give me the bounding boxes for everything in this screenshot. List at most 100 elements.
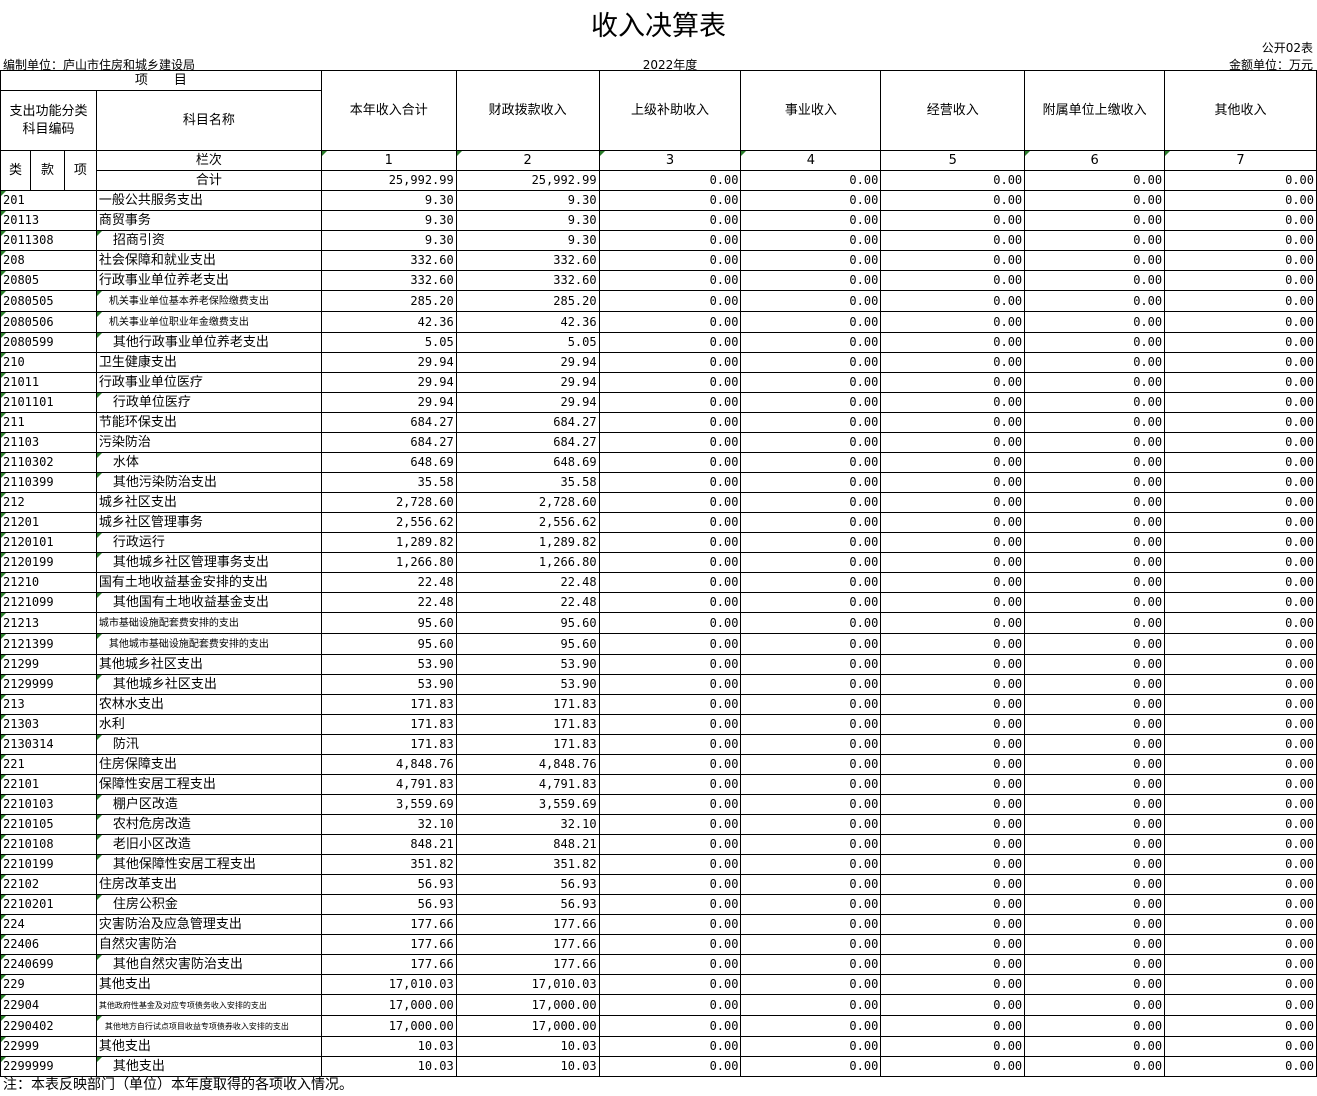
row-col-4: 0.00 (740, 492, 882, 513)
row-col-3: 0.00 (598, 874, 742, 895)
table-row: 2110302 水体 648.69 648.69 0.00 0.00 0.00 0.00 0.0… (0, 452, 1317, 473)
row-col-5: 0.00 (880, 894, 1026, 915)
table-row: 22999 其他支出 10.03 10.03 0.00 0.00 0.00 0.00 0.00 (0, 1036, 1317, 1057)
row-name-text: 一般公共服务支出 (98, 193, 203, 208)
row-name: 其他支出 (95, 974, 322, 995)
row-col-7: 0.00 (1164, 332, 1317, 353)
table-row: 20113 商贸事务 9.30 9.30 0.00 0.00 0.00 0.00 0.00 (0, 210, 1317, 231)
row-name: 其他城乡社区管理事务支出 (95, 552, 322, 573)
row-col-3: 0.00 (598, 754, 742, 775)
header-col-6: 附属单位上缴收入 (1024, 70, 1166, 151)
row-code: 20113 (0, 210, 97, 231)
row-col-7: 0.00 (1164, 734, 1317, 755)
row-col-4: 0.00 (740, 754, 882, 775)
row-col-4: 0.00 (740, 914, 882, 935)
row-col-7: 0.00 (1164, 492, 1317, 513)
row-col-7: 0.00 (1164, 432, 1317, 453)
row-name-text: 行政事业单位医疗 (98, 375, 203, 390)
row-name: 其他城市基础设施配套费安排的支出 (95, 633, 322, 655)
row-col-2: 3,559.69 (455, 794, 600, 815)
row-col-3: 0.00 (598, 230, 742, 251)
row-col-3: 0.00 (598, 714, 742, 735)
row-col-2: 17,000.00 (455, 994, 600, 1016)
row-col-1: 4,848.76 (320, 754, 457, 775)
table-row: 22101 保障性安居工程支出 4,791.83 4,791.83 0.00 0.00 0.… (0, 774, 1317, 795)
row-col-5: 0.00 (880, 592, 1026, 613)
table-row: 22904 其他政府性基金及对应专项债务收入安排的支出 17,000.00 17,00… (0, 994, 1317, 1016)
row-col-7: 0.00 (1164, 754, 1317, 775)
row-col-7: 0.00 (1164, 290, 1317, 312)
row-col-5: 0.00 (880, 934, 1026, 955)
row-name-text: 其他国有土地收益基金支出 (112, 595, 269, 610)
row-name-text: 节能环保支出 (98, 415, 177, 430)
row-col-4: 0.00 (740, 714, 882, 735)
row-col-6: 0.00 (1024, 332, 1166, 353)
row-col-3: 0.00 (598, 311, 742, 333)
row-col-7: 0.00 (1164, 592, 1317, 613)
row-col-3: 0.00 (598, 352, 742, 373)
table-row: 2130314 防汛 171.83 171.83 0.00 0.00 0.00 0.00 0.0… (0, 734, 1317, 755)
row-col-2: 5.05 (455, 332, 600, 353)
row-name: 其他行政事业单位养老支出 (95, 332, 322, 353)
row-col-6: 0.00 (1024, 794, 1166, 815)
row-name: 行政事业单位养老支出 (95, 270, 322, 291)
row-col-2: 17,000.00 (455, 1015, 600, 1037)
row-col-5: 0.00 (880, 754, 1026, 775)
table-row: 2129999 其他城乡社区支出 53.90 53.90 0.00 0.00 0.00 0.0… (0, 674, 1317, 695)
row-code: 21201 (0, 512, 97, 533)
row-col-1: 4,791.83 (320, 774, 457, 795)
col-num-7: 7 (1164, 150, 1317, 171)
row-col-1: 17,010.03 (320, 974, 457, 995)
row-name: 灾害防治及应急管理支出 (95, 914, 322, 935)
row-col-4: 0.00 (740, 794, 882, 815)
row-col-3: 0.00 (598, 270, 742, 291)
row-col-4: 0.00 (740, 854, 882, 875)
row-col-4: 0.00 (740, 412, 882, 433)
row-col-7: 0.00 (1164, 794, 1317, 815)
row-col-3: 0.00 (598, 452, 742, 473)
row-col-6: 0.00 (1024, 694, 1166, 715)
row-name: 自然灾害防治 (95, 934, 322, 955)
row-name-text: 社会保障和就业支出 (98, 253, 216, 268)
row-name: 城市基础设施配套费安排的支出 (95, 612, 322, 634)
row-col-5: 0.00 (880, 734, 1026, 755)
row-col-5: 0.00 (880, 250, 1026, 271)
row-col-1: 53.90 (320, 674, 457, 695)
row-code: 2210199 (0, 854, 97, 875)
row-code: 2080599 (0, 332, 97, 353)
row-name-text: 行政单位医疗 (112, 395, 191, 410)
row-col-3: 0.00 (598, 472, 742, 493)
row-col-3: 0.00 (598, 512, 742, 533)
row-col-2: 53.90 (455, 674, 600, 695)
row-col-3: 0.00 (598, 250, 742, 271)
col-num-6: 6 (1024, 150, 1166, 171)
row-col-6: 0.00 (1024, 290, 1166, 312)
table-row: 213 农林水支出 171.83 171.83 0.00 0.00 0.00 0.00 0.00 (0, 694, 1317, 715)
row-col-4: 0.00 (740, 934, 882, 955)
row-col-4: 0.00 (740, 230, 882, 251)
row-code: 21213 (0, 612, 97, 634)
row-col-3: 0.00 (598, 734, 742, 755)
row-col-1: 9.30 (320, 230, 457, 251)
row-name: 商贸事务 (95, 210, 322, 231)
row-col-2: 177.66 (455, 914, 600, 935)
row-col-5: 0.00 (880, 572, 1026, 593)
row-col-4: 0.00 (740, 372, 882, 393)
row-col-5: 0.00 (880, 532, 1026, 553)
header-item: 项 目 (0, 70, 322, 91)
row-col-5: 0.00 (880, 633, 1026, 655)
row-col-3: 0.00 (598, 592, 742, 613)
row-col-6: 0.00 (1024, 210, 1166, 231)
row-col-2: 95.60 (455, 612, 600, 634)
row-col-1: 684.27 (320, 412, 457, 433)
row-name-text: 其他政府性基金及对应专项债务收入安排的支出 (98, 1001, 267, 1010)
row-col-5: 0.00 (880, 994, 1026, 1016)
row-col-1: 684.27 (320, 432, 457, 453)
row-col-1: 177.66 (320, 914, 457, 935)
row-col-3: 0.00 (598, 552, 742, 573)
row-col-5: 0.00 (880, 210, 1026, 231)
row-col-6: 0.00 (1024, 654, 1166, 675)
table-row: 21103 污染防治 684.27 684.27 0.00 0.00 0.00 0.00 0.0… (0, 432, 1317, 453)
row-col-6: 0.00 (1024, 432, 1166, 453)
